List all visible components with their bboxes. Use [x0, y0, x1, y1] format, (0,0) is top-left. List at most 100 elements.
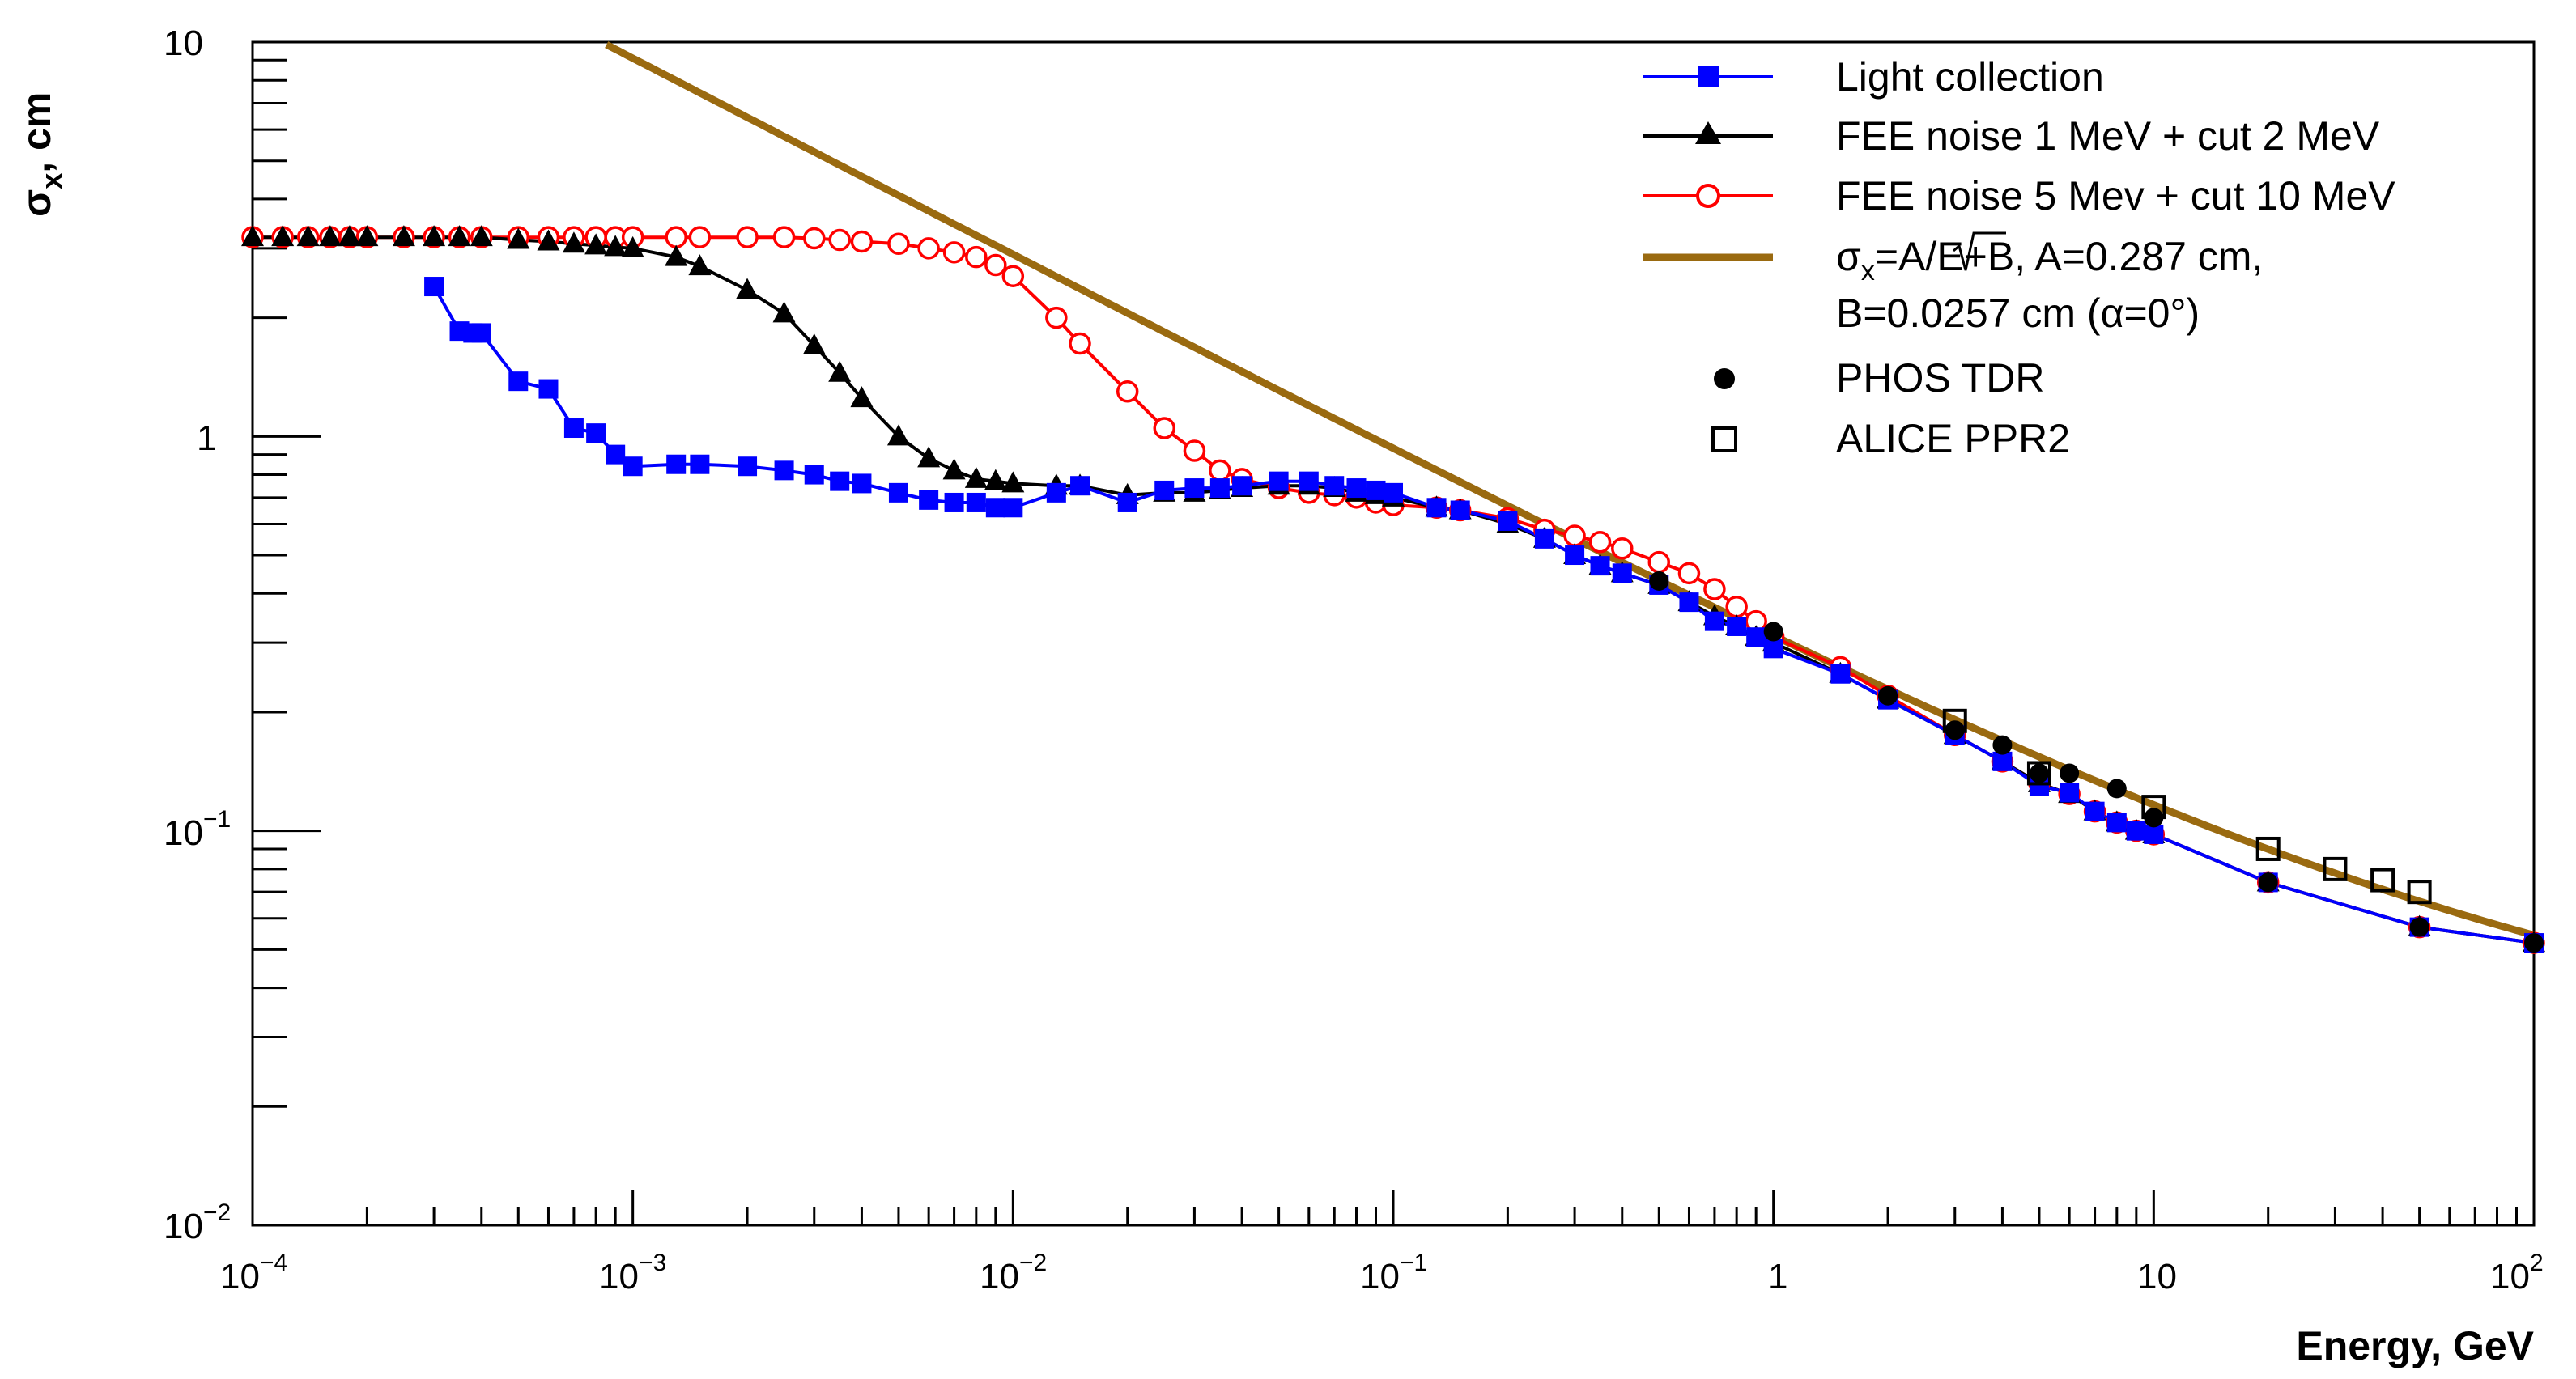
x-tick-label: 10−4 [220, 1250, 287, 1296]
marker-phos-tdr [1878, 685, 1898, 706]
marker-light-collection [1384, 482, 1403, 503]
legend-label-fit-curve: σx=A/E+B, A=0.287 cm, [1836, 234, 2263, 286]
legend-entry-fee-noise-5mev: FEE noise 5 Mev + cut 10 MeV [1643, 173, 2395, 219]
marker-light-collection [1590, 556, 1610, 576]
marker-fee-noise-5mev [1153, 417, 1175, 439]
marker-fee-noise-1mev [604, 235, 627, 257]
marker-fee-noise-1mev [772, 301, 796, 323]
legend-entry-light-collection: Light collection [1643, 54, 2104, 100]
legend-marker-phos-tdr [1714, 368, 1735, 389]
x-tick-label: 10−1 [1360, 1250, 1427, 1296]
marker-light-collection [690, 454, 710, 474]
marker-light-collection [1366, 480, 1386, 500]
marker-light-collection [471, 323, 491, 343]
plot-frame [251, 40, 2536, 1227]
marker-light-collection [1324, 476, 1345, 496]
marker-fee-noise-1mev [296, 225, 320, 247]
marker-light-collection [1830, 664, 1851, 684]
marker-fee-noise-5mev [965, 245, 988, 269]
marker-fee-noise-5mev [1725, 596, 1748, 618]
marker-light-collection [738, 456, 758, 477]
marker-fee-noise-1mev [850, 386, 874, 408]
marker-fee-noise-5mev [1001, 265, 1025, 287]
sqrt-radical-icon [1953, 231, 2006, 271]
marker-fee-noise-1mev [507, 227, 530, 249]
y-tick-labels: 10−2 10−1 1 10 [164, 23, 231, 1246]
x-tick-label: 1 [1768, 1257, 1787, 1296]
marker-fee-noise-1mev [942, 458, 966, 480]
marker-fee-noise-5mev [736, 226, 759, 248]
marker-fee-noise-5mev [887, 232, 910, 255]
y-tick-label: 10−1 [164, 806, 231, 853]
legend: Light collection FEE noise 1 MeV + cut 2… [1643, 54, 2395, 461]
marker-alice-ppr2 [2407, 880, 2432, 905]
legend-entry-phos-tdr: PHOS TDR [1714, 355, 2044, 401]
marker-fee-noise-1mev [688, 254, 712, 276]
marker-phos-tdr [2029, 763, 2049, 783]
marker-fee-noise-5mev [665, 226, 687, 248]
marker-fee-noise-5mev [1045, 306, 1068, 329]
marker-fee-noise-1mev [1001, 471, 1025, 493]
marker-light-collection [563, 418, 584, 439]
marker-light-collection [1727, 616, 1747, 636]
axis-ticks [251, 40, 2536, 1227]
marker-phos-tdr [2144, 808, 2164, 828]
marker-light-collection [508, 371, 529, 392]
marker-alice-ppr2 [2323, 856, 2348, 881]
marker-fee-noise-1mev [355, 225, 379, 247]
marker-fee-noise-5mev [1611, 537, 1634, 560]
legend-entry-fit-curve: σx=A/E+B, A=0.287 cm, B=0.0257 cm (α=0°) [1643, 231, 2263, 336]
marker-fee-noise-1mev [886, 424, 910, 446]
y-tick-label: 10−2 [164, 1199, 231, 1246]
marker-alice-ppr2 [2370, 868, 2395, 893]
marker-fee-noise-5mev [803, 227, 826, 250]
marker-light-collection [1209, 478, 1230, 499]
marker-fee-noise-5mev [772, 226, 796, 248]
marker-phos-tdr [2258, 872, 2278, 893]
marker-light-collection [1003, 498, 1023, 518]
marker-fee-noise-5mev [1069, 332, 1091, 355]
marker-phos-tdr [1945, 720, 1965, 740]
marker-light-collection [424, 277, 444, 297]
legend-entry-alice-ppr2: ALICE PPR2 [1711, 416, 2070, 461]
marker-light-collection [606, 444, 626, 465]
marker-fee-noise-1mev [448, 225, 471, 247]
x-tick-labels: 10−4 10−3 10−2 10−1 1 10 102 [220, 1250, 2544, 1296]
marker-fee-noise-5mev [1209, 459, 1231, 482]
marker-light-collection [804, 465, 824, 485]
marker-fee-noise-1mev [470, 225, 493, 247]
marker-alice-ppr2 [2255, 836, 2281, 861]
y-axis-title: σx, cm [14, 92, 68, 217]
legend-label-phos-tdr: PHOS TDR [1836, 355, 2044, 401]
legend-label-fee-noise-5mev: FEE noise 5 Mev + cut 10 MeV [1836, 173, 2395, 219]
marker-fee-noise-1mev [537, 229, 560, 251]
marker-light-collection [1299, 471, 1319, 491]
marker-phos-tdr [1763, 622, 1783, 642]
marker-fee-noise-1mev [917, 446, 941, 468]
marker-light-collection [1046, 482, 1066, 503]
marker-light-collection [944, 492, 964, 512]
marker-light-collection [1154, 480, 1175, 500]
marker-fee-noise-1mev [964, 466, 988, 488]
legend-marker-fee-noise-5mev [1696, 184, 1720, 208]
marker-light-collection [623, 456, 643, 477]
marker-fee-noise-5mev [1677, 562, 1701, 585]
marker-fee-noise-1mev [338, 225, 361, 247]
marker-fee-noise-5mev [1703, 578, 1726, 600]
marker-fee-noise-1mev [984, 469, 1007, 490]
marker-light-collection [888, 482, 908, 503]
x-tick-label: 102 [2490, 1250, 2544, 1296]
marker-fee-noise-1mev [828, 360, 852, 382]
marker-fee-noise-5mev [850, 230, 874, 253]
marker-light-collection [1117, 492, 1137, 512]
marker-fee-noise-1mev [241, 225, 264, 247]
marker-fee-noise-1mev [271, 225, 295, 247]
marker-fee-noise-1mev [423, 225, 446, 247]
marker-fee-noise-5mev [984, 253, 1007, 277]
marker-fee-noise-5mev [1183, 439, 1206, 462]
series-line-fee-noise-1mev [253, 235, 2535, 945]
marker-phos-tdr [1992, 735, 2013, 755]
marker-light-collection [1763, 639, 1783, 659]
